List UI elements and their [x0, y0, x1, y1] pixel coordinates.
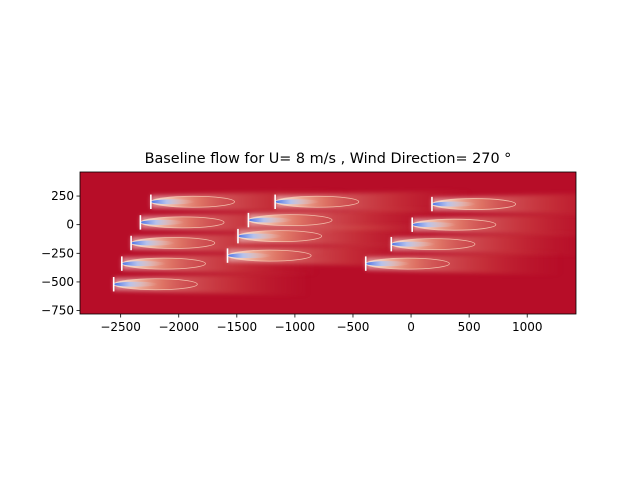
- x-axis: −2500 −2000 −1500 −1000 −500 0 500 1000: [100, 314, 542, 334]
- wake-core: [131, 240, 176, 246]
- wake-core: [227, 253, 272, 259]
- y-tick-label: −750: [41, 304, 74, 318]
- wake-plume: [113, 272, 312, 297]
- y-tick-label: 0: [66, 218, 74, 232]
- x-tick-label: −1000: [275, 320, 316, 334]
- wake-core: [150, 199, 195, 205]
- wake-plume: [248, 208, 446, 233]
- x-tick-label: 0: [407, 320, 415, 334]
- chart-title: Baseline flow for U= 8 m/s , Wind Direct…: [145, 151, 512, 167]
- wake-core: [391, 241, 436, 247]
- x-tick-label: −2000: [158, 320, 199, 334]
- wake-core: [412, 222, 457, 228]
- turbine-layer: [112, 194, 433, 292]
- wake-core: [121, 261, 166, 267]
- wake-core: [275, 199, 320, 205]
- wake-plume: [275, 189, 473, 214]
- x-tick-label: 500: [458, 320, 481, 334]
- wake-core: [113, 281, 158, 287]
- x-tick-label: −2500: [100, 320, 141, 334]
- y-tick-label: −500: [41, 275, 74, 289]
- plot-frame: [79, 171, 577, 315]
- wake-core: [365, 261, 410, 267]
- wake-core: [431, 201, 477, 207]
- wake-plume: [365, 251, 564, 276]
- wake-core: [140, 219, 185, 225]
- wake-layer: [113, 189, 576, 297]
- plot-area: [80, 172, 576, 314]
- x-tick-label: 1000: [512, 320, 543, 334]
- y-axis: −750 −500 −250 0 250: [41, 189, 80, 318]
- y-tick-label: −250: [41, 246, 74, 260]
- wake-core: [237, 233, 283, 239]
- y-tick-label: 250: [51, 189, 74, 203]
- x-tick-label: −500: [336, 320, 369, 334]
- x-tick-label: −1500: [217, 320, 258, 334]
- wake-core: [248, 217, 293, 223]
